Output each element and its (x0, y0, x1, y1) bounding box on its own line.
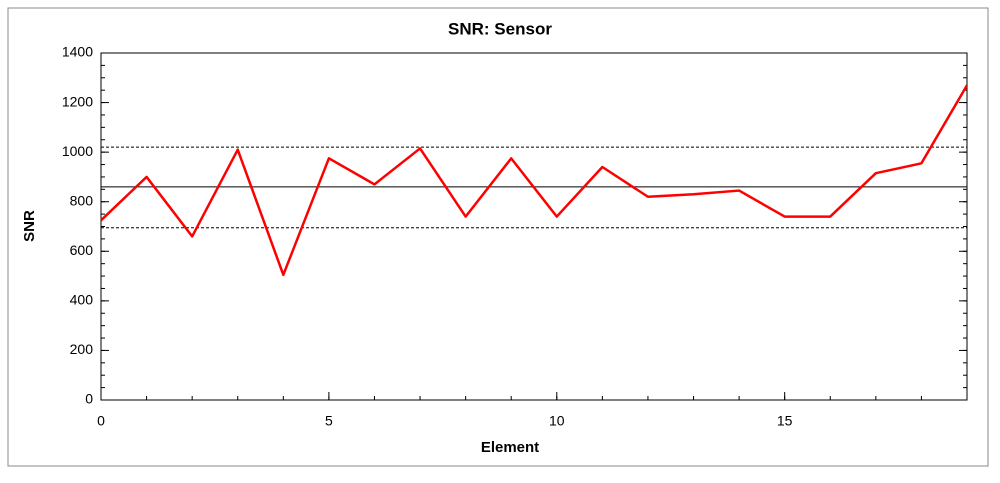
y-tick-label: 200 (70, 341, 94, 357)
chart-frame (7, 7, 989, 467)
data-line (100, 84, 969, 277)
x-tick-label: 5 (325, 413, 333, 429)
plot-frame (100, 52, 968, 401)
chart-title: SNR: Sensor (448, 19, 552, 38)
y-tick-label: 800 (70, 192, 94, 208)
x-axis-label: Element (481, 439, 539, 456)
x-tick-label: 10 (549, 413, 565, 429)
y-tick-label: 1200 (62, 93, 93, 109)
y-axis-label: SNR (21, 210, 38, 242)
y-tick-label: 1400 (62, 44, 93, 60)
x-tick-label: 15 (777, 413, 793, 429)
y-tick-label: 1000 (62, 143, 93, 159)
y-tick-label: 600 (70, 242, 94, 258)
x-tick-label: 0 (97, 413, 105, 429)
y-tick-label: 400 (70, 292, 94, 308)
y-tick-label: 0 (85, 391, 93, 407)
